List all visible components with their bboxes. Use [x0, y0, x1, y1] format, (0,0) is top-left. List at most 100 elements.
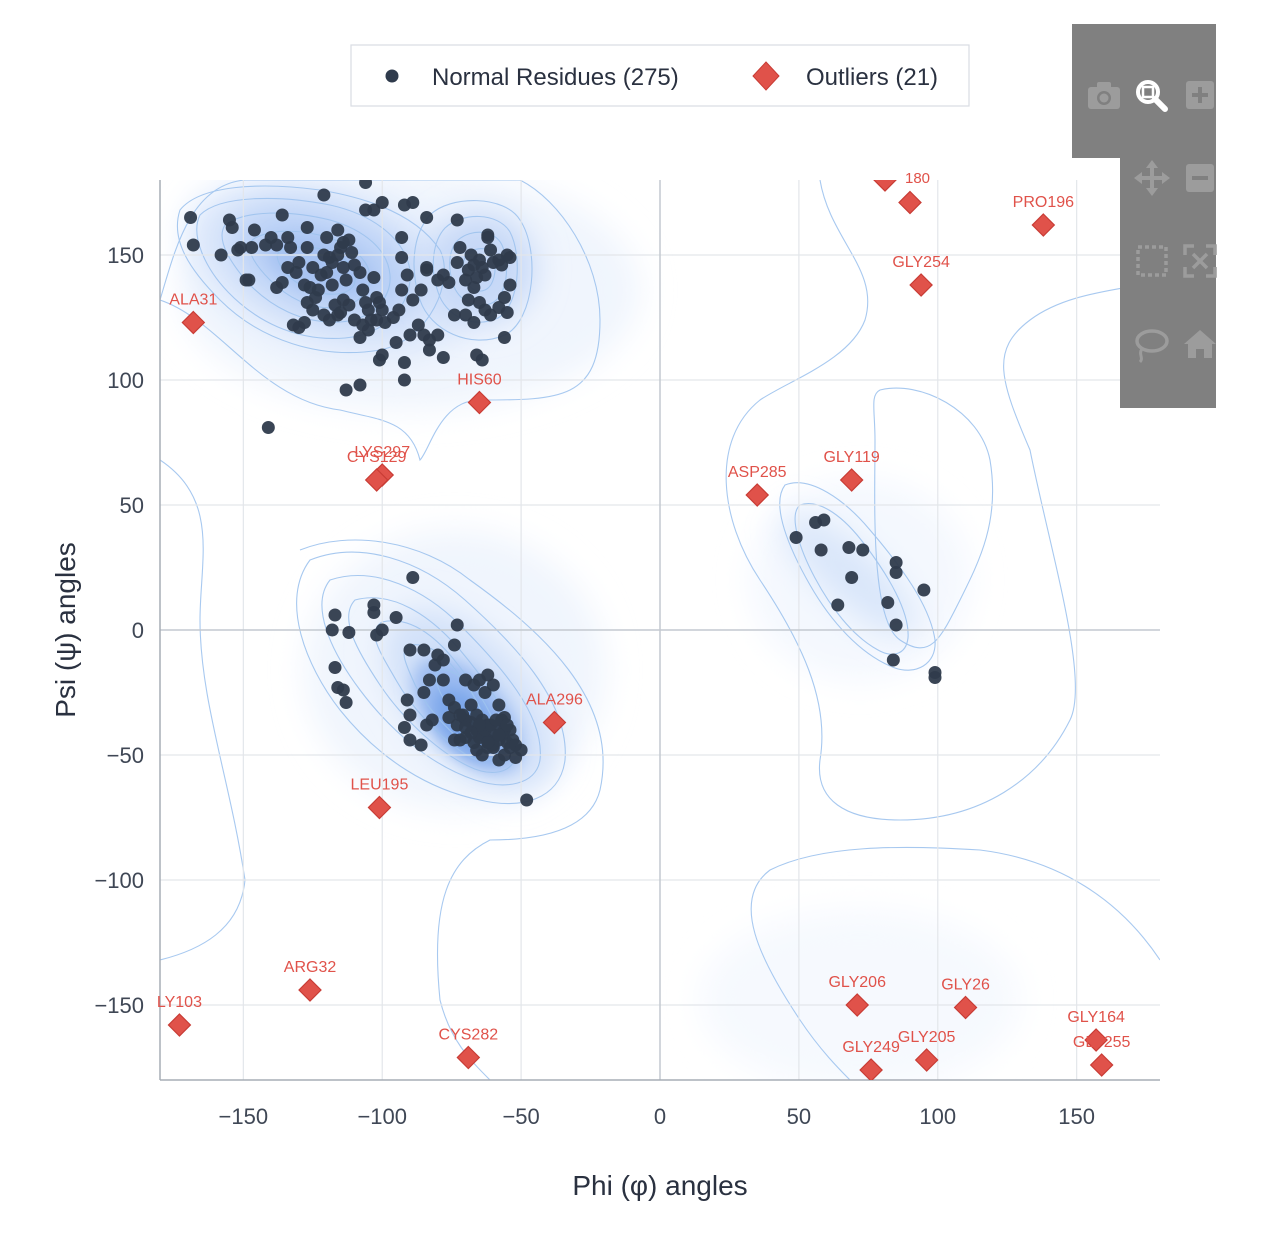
normal-residue-point[interactable] [503, 278, 517, 292]
normal-residue-point[interactable] [459, 721, 473, 734]
normal-residue-point[interactable] [328, 608, 342, 622]
normal-residue-point[interactable] [842, 541, 856, 554]
normal-residue-point[interactable] [342, 626, 356, 639]
normal-residue-point[interactable] [467, 316, 481, 329]
normal-residue-point[interactable] [481, 668, 495, 682]
normal-residue-point[interactable] [492, 728, 506, 742]
normal-residue-point[interactable] [361, 303, 375, 317]
normal-residue-point[interactable] [375, 303, 389, 317]
normal-residue-point[interactable] [325, 278, 339, 292]
outlier-point[interactable] [364, 468, 389, 492]
normal-residue-point[interactable] [300, 221, 314, 234]
normal-residue-point[interactable] [395, 283, 409, 297]
normal-residue-point[interactable] [831, 598, 845, 612]
normal-residue-point[interactable] [886, 653, 900, 667]
normal-residue-point[interactable] [275, 276, 289, 289]
normal-residue-point[interactable] [450, 618, 464, 632]
normal-residue-point[interactable] [417, 643, 431, 657]
normal-residue-point[interactable] [336, 236, 350, 249]
normal-residue-point[interactable] [889, 556, 903, 569]
normal-residue-point[interactable] [403, 708, 417, 722]
outlier-point[interactable] [1089, 1053, 1114, 1077]
outlier-point[interactable] [181, 310, 206, 335]
normal-residue-point[interactable] [403, 733, 417, 747]
normal-residue-point[interactable] [889, 566, 903, 579]
normal-residue-point[interactable] [461, 293, 475, 307]
normal-residue-point[interactable] [375, 196, 389, 209]
normal-residue-point[interactable] [459, 308, 473, 322]
normal-residue-point[interactable] [442, 276, 456, 289]
normal-residue-point[interactable] [481, 736, 495, 749]
outlier-point[interactable] [845, 993, 870, 1017]
normal-residue-point[interactable] [400, 268, 414, 282]
normal-residue-point[interactable] [478, 686, 492, 699]
normal-residue-point[interactable] [347, 313, 361, 327]
normal-residue-point[interactable] [464, 248, 478, 262]
pan-icon[interactable] [1134, 160, 1170, 196]
normal-residue-point[interactable] [214, 248, 228, 262]
normal-residue-point[interactable] [414, 283, 428, 297]
autoscale-icon[interactable] [1183, 244, 1217, 278]
normal-residue-point[interactable] [339, 696, 353, 709]
normal-residue-point[interactable] [264, 231, 278, 244]
outlier-point[interactable] [1084, 1028, 1108, 1052]
normal-residue-point[interactable] [306, 303, 320, 317]
normal-residue-point[interactable] [317, 308, 331, 322]
normal-residue-point[interactable] [442, 711, 456, 724]
normal-residue-point[interactable] [281, 231, 295, 244]
normal-residue-point[interactable] [300, 241, 314, 254]
normal-residue-point[interactable] [509, 751, 523, 764]
normal-residue-point[interactable] [475, 353, 489, 367]
outlier-point[interactable] [456, 1045, 481, 1070]
normal-residue-point[interactable] [395, 251, 409, 264]
normal-residue-point[interactable] [436, 673, 450, 687]
normal-residue-point[interactable] [356, 283, 370, 297]
camera-icon[interactable] [1088, 82, 1120, 109]
home-icon[interactable] [1184, 330, 1216, 358]
normal-residue-point[interactable] [520, 793, 534, 807]
normal-residue-point[interactable] [375, 623, 389, 637]
outlier-point[interactable] [467, 390, 492, 415]
outlier-point[interactable] [367, 795, 392, 820]
outlier-point[interactable] [898, 190, 922, 215]
normal-residue-point[interactable] [392, 303, 406, 317]
normal-residue-point[interactable] [320, 266, 334, 279]
normal-residue-point[interactable] [389, 336, 403, 349]
normal-residue-point[interactable] [339, 273, 353, 287]
normal-residue-point[interactable] [275, 208, 289, 222]
normal-residue-point[interactable] [425, 713, 439, 727]
normal-residue-point[interactable] [336, 261, 350, 274]
normal-residue-point[interactable] [417, 686, 431, 699]
normal-residue-point[interactable] [331, 223, 345, 237]
normal-residue-point[interactable] [450, 213, 464, 227]
normal-residue-point[interactable] [225, 221, 239, 234]
normal-residue-point[interactable] [245, 241, 259, 254]
normal-residue-point[interactable] [500, 306, 514, 319]
normal-residue-point[interactable] [497, 331, 511, 344]
normal-residue-point[interactable] [317, 188, 331, 202]
normal-residue-point[interactable] [361, 323, 375, 337]
normal-residue-point[interactable] [403, 328, 417, 342]
normal-residue-point[interactable] [484, 243, 498, 257]
normal-residue-point[interactable] [492, 753, 506, 767]
normal-residue-point[interactable] [503, 251, 517, 264]
normal-residue-point[interactable] [353, 331, 367, 344]
normal-residue-point[interactable] [422, 343, 436, 357]
normal-residue-point[interactable] [814, 543, 828, 557]
normal-residue-point[interactable] [928, 671, 942, 684]
normal-residue-point[interactable] [339, 383, 353, 397]
normal-residue-point[interactable] [436, 351, 450, 364]
normal-residue-point[interactable] [336, 683, 350, 697]
normal-residue-point[interactable] [789, 531, 803, 544]
normal-residue-point[interactable] [881, 596, 895, 609]
normal-residue-point[interactable] [420, 211, 434, 224]
normal-residue-point[interactable] [334, 306, 348, 319]
normal-residue-point[interactable] [453, 241, 467, 254]
outlier-point[interactable] [914, 1048, 939, 1072]
normal-residue-point[interactable] [489, 713, 503, 727]
normal-residue-point[interactable] [406, 196, 420, 209]
normal-residue-point[interactable] [403, 643, 417, 657]
box-select-icon[interactable] [1136, 245, 1168, 277]
normal-residue-point[interactable] [447, 308, 461, 322]
normal-residue-point[interactable] [281, 261, 295, 274]
